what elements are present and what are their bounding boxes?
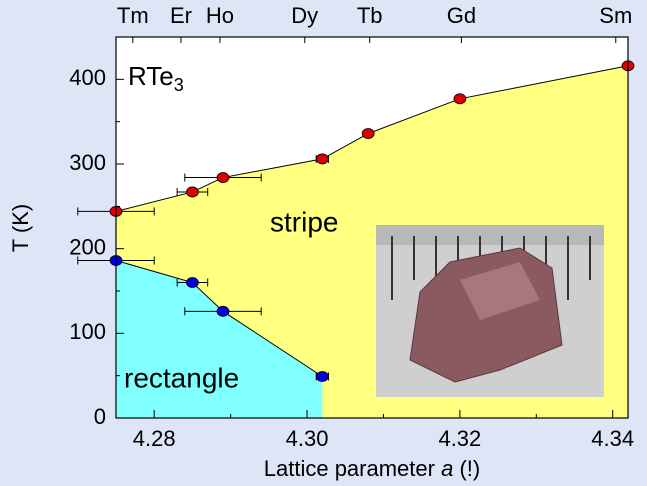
y-tick-label: 100 bbox=[69, 319, 106, 344]
x-axis-title-part: a bbox=[441, 456, 453, 481]
chart: RTe3 stripe rectangle Lattice parameter … bbox=[0, 0, 647, 486]
y-tick-label: 0 bbox=[94, 404, 106, 429]
inset-photo bbox=[376, 225, 604, 397]
x-tick-label: 4.28 bbox=[133, 426, 176, 451]
y-tick-label: 200 bbox=[69, 234, 106, 259]
x2-tick-label: Tm bbox=[117, 3, 149, 28]
region-label: stripe bbox=[270, 206, 338, 237]
data-point bbox=[316, 154, 328, 164]
data-point bbox=[186, 187, 198, 197]
x2-tick-label: Tb bbox=[357, 3, 383, 28]
x-axis-title-part: Lattice parameter bbox=[264, 456, 441, 481]
data-point bbox=[217, 173, 229, 183]
x2-tick-label: Er bbox=[170, 3, 192, 28]
data-point bbox=[454, 94, 466, 104]
x-tick-label: 4.30 bbox=[286, 426, 329, 451]
data-point bbox=[362, 129, 374, 139]
data-point bbox=[316, 372, 328, 382]
annotation-text: RTe bbox=[128, 61, 174, 91]
x-axis-title-part: (!) bbox=[453, 456, 480, 481]
y-axis-title: T (K) bbox=[8, 204, 33, 252]
page: RTe3 stripe rectangle Lattice parameter … bbox=[0, 0, 647, 486]
data-point bbox=[217, 306, 229, 316]
x-axis-title: Lattice parameter a (!) bbox=[264, 456, 480, 481]
x2-tick-label: Sm bbox=[599, 3, 632, 28]
x2-tick-label: Gd bbox=[447, 3, 476, 28]
y-tick-label: 300 bbox=[69, 150, 106, 175]
x-tick-label: 4.32 bbox=[438, 426, 481, 451]
x2-tick-label: Ho bbox=[206, 3, 234, 28]
data-point bbox=[186, 278, 198, 288]
x-tick-label: 4.34 bbox=[591, 426, 634, 451]
photo-ruler bbox=[376, 225, 604, 245]
x2-tick-label: Dy bbox=[291, 3, 318, 28]
y-tick-label: 400 bbox=[69, 65, 106, 90]
annotation-sub: 3 bbox=[174, 75, 184, 95]
region-label: rectangle bbox=[124, 362, 239, 393]
